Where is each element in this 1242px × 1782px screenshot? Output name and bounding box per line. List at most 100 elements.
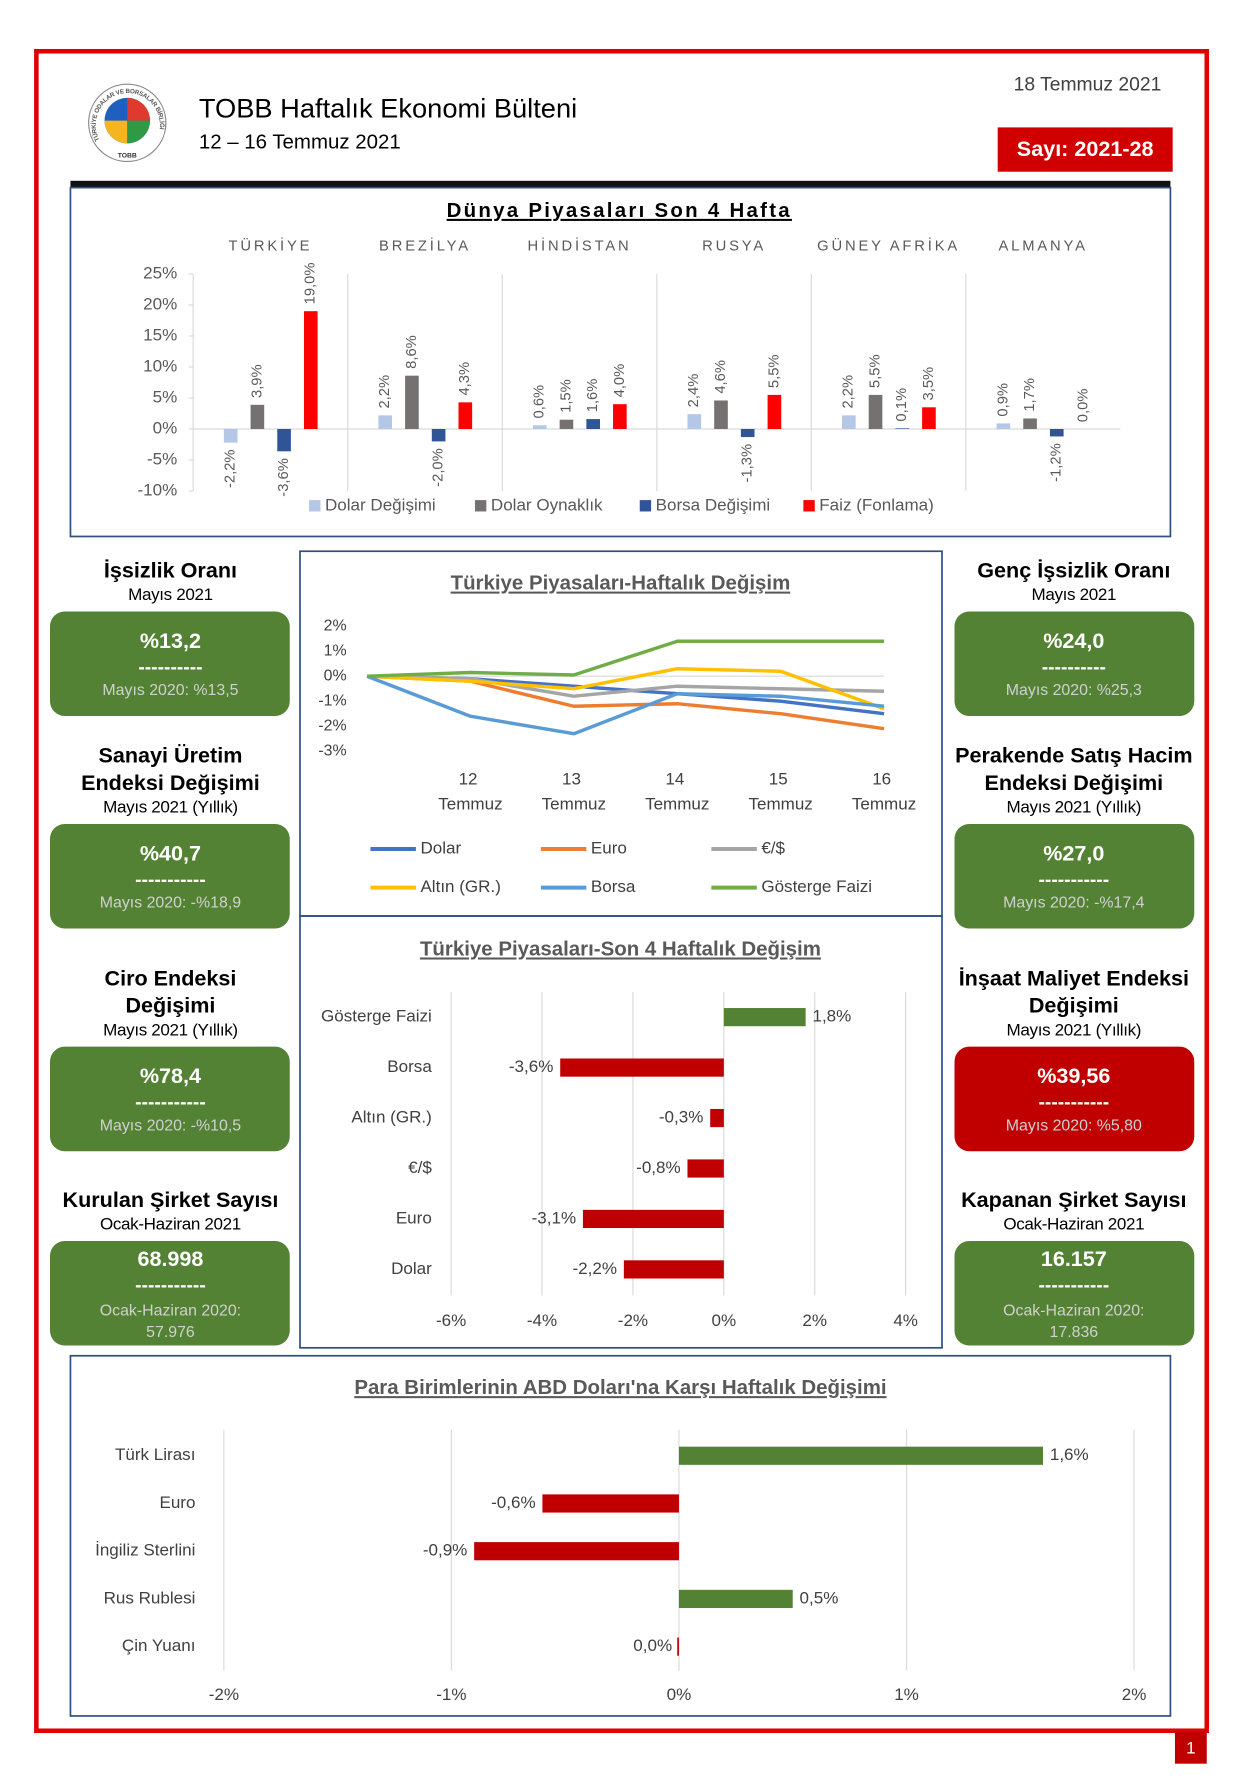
value-label: 0,5% [800,1588,839,1607]
legend-label: Altın (GR.) [420,877,500,896]
indicator-compare: Ocak-Haziran 2020: [1003,1303,1144,1320]
bar [740,429,755,438]
bar [687,1159,724,1178]
y-tick-label: 15% [143,325,177,344]
header-rule [70,180,1171,188]
page-border [34,48,1210,1734]
legend-label: Borsa Değişimi [656,495,771,514]
indicator-compare: Mayıs 2020: -%10,5 [100,1117,241,1134]
indicator-box [49,1046,290,1152]
bar [559,419,574,430]
legend-swatch [803,500,815,512]
x-tick-label: 13 Temmuz [542,769,606,813]
page-number-box [1174,1731,1207,1764]
y-tick-label: -2% [318,717,346,734]
x-tick-label-line: Temmuz [748,794,812,813]
bar [767,394,782,430]
indicator-title: Endeksi Değişimi [984,770,1163,795]
x-tick-label-line: Temmuz [438,794,502,813]
bar [1023,418,1037,430]
indicator-value: %27,0 [1043,840,1104,865]
bulletin-period: 12 – 16 Temmuz 2021 [199,131,401,154]
indicator-period: Mayıs 2021 [128,585,213,604]
indicator-title: İnşaat Maliyet Endeksi [959,965,1189,990]
legend-label: Dolar Değişimi [325,495,436,514]
x-tick-label-line: 15 [769,769,793,788]
x-tick-label: 16 Temmuz [852,769,916,813]
indicator-divider: ----------- [135,1093,206,1114]
x-tick-label-line: 13 [562,769,586,788]
legend-label: Dolar Oynaklık [491,495,603,514]
x-tick-label-line: 14 [665,769,689,788]
bar [1049,429,1064,437]
value-label: 3,5% [921,367,937,401]
indicator-value: %78,4 [140,1063,201,1088]
indicator-value: %40,7 [140,840,201,865]
value-label: 0,0% [633,1636,672,1655]
indicator-title: Değişimi [1029,993,1119,1018]
value-label: -0,9% [423,1541,468,1560]
bar [303,311,318,430]
indicator-divider: ----------- [1038,1093,1109,1114]
currency-chart-frame [69,1354,1172,1717]
y-tick-label: 1% [324,642,347,659]
line [366,674,885,736]
value-label: 3,9% [249,364,265,398]
x-tick-label: -2% [209,1685,239,1704]
indicator-period: Mayıs 2021 [1032,585,1117,604]
y-tick-label: 10% [143,356,177,375]
x-tick-label-line: Temmuz [645,794,709,813]
legend-swatch [639,500,652,512]
y-tick-label: -1% [318,692,346,709]
logo-wedge [127,120,150,144]
bar [623,1260,724,1279]
category-label: Çin Yuanı [122,1636,196,1655]
value-label: 0,6% [532,385,548,419]
bar [922,407,936,430]
logo-label: TOBB [118,153,137,160]
bar [223,429,238,443]
value-label: 0,1% [894,388,910,422]
indicator-box [954,823,1195,929]
line [366,674,885,698]
group-label: RUSYA [702,239,766,255]
value-label: 1,8% [812,1007,851,1026]
bar [560,1058,724,1077]
x-tick-label: -2% [618,1311,648,1330]
value-label: 5,5% [766,354,782,388]
x-tick-label: 14 Temmuz [645,769,709,813]
x-tick-label: 0% [667,1685,692,1704]
indicator-box [954,1046,1195,1152]
bar [678,1446,1044,1465]
value-label: -0,3% [659,1108,704,1127]
value-label: 8,6% [404,335,420,369]
value-label: 5,5% [867,354,883,388]
y-tick-label: 20% [143,294,177,313]
indicator-period: Ocak-Haziran 2021 [100,1215,241,1234]
indicator-compare: Mayıs 2020: %5,80 [1006,1117,1142,1134]
bar [723,1008,806,1027]
x-tick-label-line: Temmuz [542,794,606,813]
indicator-period: Mayıs 2021 (Yıllık) [103,798,238,817]
indicator-title: Ciro Endeksi [104,965,236,990]
value-label: 4,3% [457,362,473,396]
indicator-compare: Mayıs 2020: %25,3 [1006,682,1142,699]
value-label: -3,1% [532,1208,577,1227]
category-label: Euro [159,1493,195,1512]
bar [613,404,627,430]
category-label: €/$ [408,1158,432,1177]
value-label: 4,0% [612,364,628,398]
value-label: -3,6% [276,458,292,497]
value-label: -1,3% [740,444,756,483]
x-tick-label: -6% [436,1311,466,1330]
indicator-compare: 17.836 [1050,1324,1099,1341]
x-tick-label-line: Temmuz [852,794,916,813]
y-tick-label: 25% [143,263,177,282]
indicator-compare: Mayıs 2020: -%18,9 [100,895,241,912]
indicator-box [49,823,290,929]
value-label: 2,2% [841,375,857,409]
bar [532,425,547,430]
x-tick-label-line: 16 [872,769,896,788]
legend-label: Euro [591,838,627,857]
